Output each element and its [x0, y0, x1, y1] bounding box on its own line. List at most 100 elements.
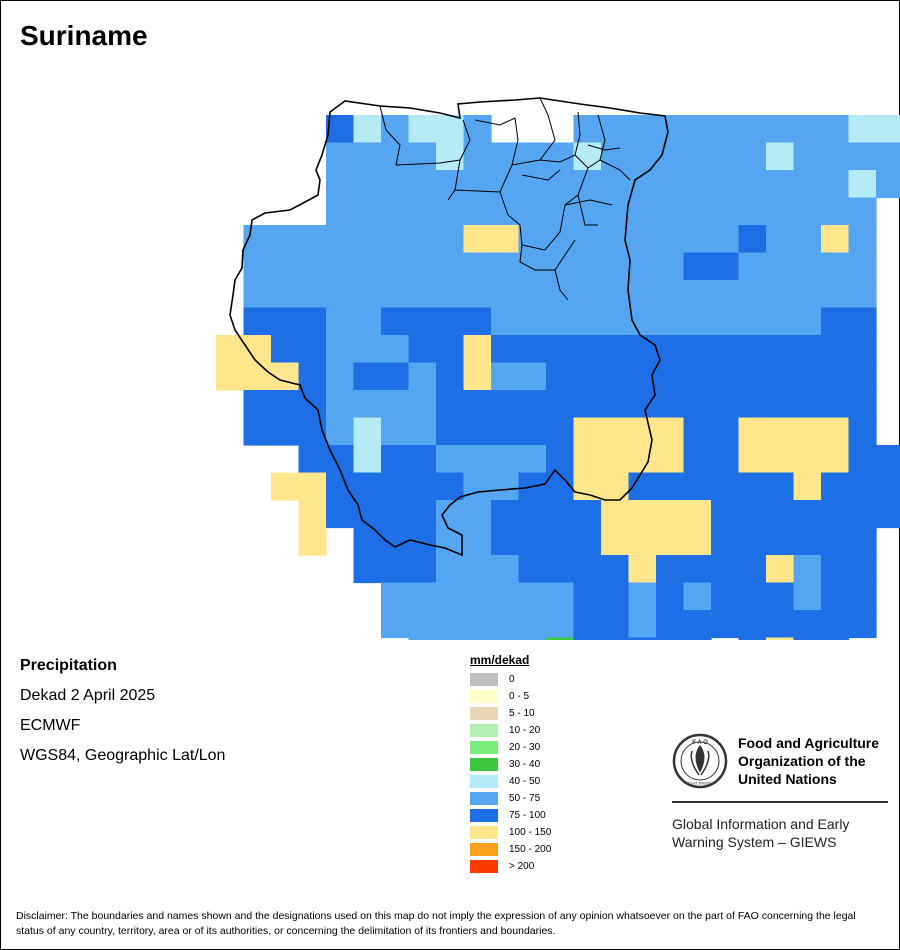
grid-cell — [243, 307, 272, 336]
grid-cell — [491, 252, 520, 281]
grid-cell — [326, 307, 355, 336]
legend-swatch — [470, 826, 498, 839]
grid-cell — [463, 225, 492, 254]
legend-label: > 200 — [509, 861, 535, 872]
grid-cell — [573, 390, 602, 419]
grid-cell — [491, 170, 520, 199]
grid-cell — [518, 225, 547, 254]
giews-line1: Global Information and Early — [672, 816, 850, 832]
grid-cell — [848, 142, 877, 171]
grid-cell — [353, 445, 382, 474]
grid-cell — [271, 307, 300, 336]
grid-cell — [738, 472, 767, 501]
grid-cell — [683, 115, 712, 144]
grid-cell — [793, 445, 822, 474]
legend-item: 0 — [470, 671, 551, 688]
legend-item: 20 - 30 — [470, 739, 551, 756]
grid-cell — [408, 527, 437, 556]
grid-cell — [848, 307, 877, 336]
legend-item: 100 - 150 — [470, 824, 551, 841]
grid-cell — [518, 170, 547, 199]
grid-cell — [381, 197, 410, 226]
grid-cell — [683, 362, 712, 391]
grid-cell — [518, 197, 547, 226]
grid-cell — [408, 472, 437, 501]
grid-cell — [546, 527, 575, 556]
grid-cell — [381, 555, 410, 584]
grid-cell — [766, 142, 795, 171]
grid-cell — [848, 362, 877, 391]
legend-swatch — [470, 843, 498, 856]
grid-cell — [711, 362, 740, 391]
grid-cell — [711, 335, 740, 364]
legend-item: 30 - 40 — [470, 756, 551, 773]
grid-cell — [326, 115, 355, 144]
grid-cell — [326, 500, 355, 529]
grid-cell — [353, 115, 382, 144]
grid-cell — [518, 335, 547, 364]
grid-cell — [326, 390, 355, 419]
grid-cell — [738, 555, 767, 584]
grid-cell — [436, 307, 465, 336]
grid-cell — [573, 472, 602, 501]
grid-cell — [738, 390, 767, 419]
grid-cell — [518, 142, 547, 171]
grid-cell — [848, 170, 877, 199]
grid-cell — [573, 170, 602, 199]
grid-cell — [463, 610, 492, 639]
grid-cell — [271, 225, 300, 254]
grid-cell — [491, 335, 520, 364]
grid-cell — [848, 197, 877, 226]
grid-cell — [601, 637, 630, 640]
grid-cell — [683, 197, 712, 226]
grid-cell — [628, 527, 657, 556]
grid-cell — [766, 637, 795, 640]
grid-cell — [601, 362, 630, 391]
legend-label: 10 - 20 — [509, 725, 541, 736]
grid-cell — [518, 555, 547, 584]
grid-cell — [436, 582, 465, 611]
legend-item: 40 - 50 — [470, 773, 551, 790]
legend-swatch — [470, 707, 498, 720]
grid-cell — [408, 445, 437, 474]
grid-cell — [463, 417, 492, 446]
grid-cell — [821, 555, 850, 584]
grid-cell — [408, 582, 437, 611]
grid-cell — [738, 307, 767, 336]
grid-cell — [848, 252, 877, 281]
grid-cell — [656, 170, 685, 199]
grid-cell — [518, 610, 547, 639]
grid-cell — [793, 582, 822, 611]
grid-cell — [381, 390, 410, 419]
grid-cell — [381, 280, 410, 309]
giews-line2: Warning System – GIEWS — [672, 834, 837, 850]
grid-cell — [601, 582, 630, 611]
grid-cell — [463, 252, 492, 281]
grid-cell — [436, 362, 465, 391]
grid-cell — [546, 307, 575, 336]
grid-cell — [353, 252, 382, 281]
grid-cell — [821, 252, 850, 281]
grid-cell — [683, 445, 712, 474]
grid-cell — [711, 307, 740, 336]
grid-cell — [573, 527, 602, 556]
grid-cell — [821, 390, 850, 419]
grid-cell — [546, 390, 575, 419]
grid-cell — [436, 225, 465, 254]
grid-cell — [793, 115, 822, 144]
grid-cell — [326, 197, 355, 226]
grid-cell — [573, 252, 602, 281]
grid-cell — [463, 115, 492, 144]
grid-cell — [848, 472, 877, 501]
grid-cell — [353, 555, 382, 584]
grid-cell — [683, 582, 712, 611]
grid-cell — [463, 307, 492, 336]
grid-cell — [793, 280, 822, 309]
grid-cell — [326, 252, 355, 281]
grid-cell — [546, 170, 575, 199]
fao-logo-icon: F A O FIAT PANIS — [672, 733, 728, 789]
grid-cell — [821, 170, 850, 199]
grid-cell — [821, 225, 850, 254]
grid-cell — [463, 555, 492, 584]
grid-cell — [518, 252, 547, 281]
